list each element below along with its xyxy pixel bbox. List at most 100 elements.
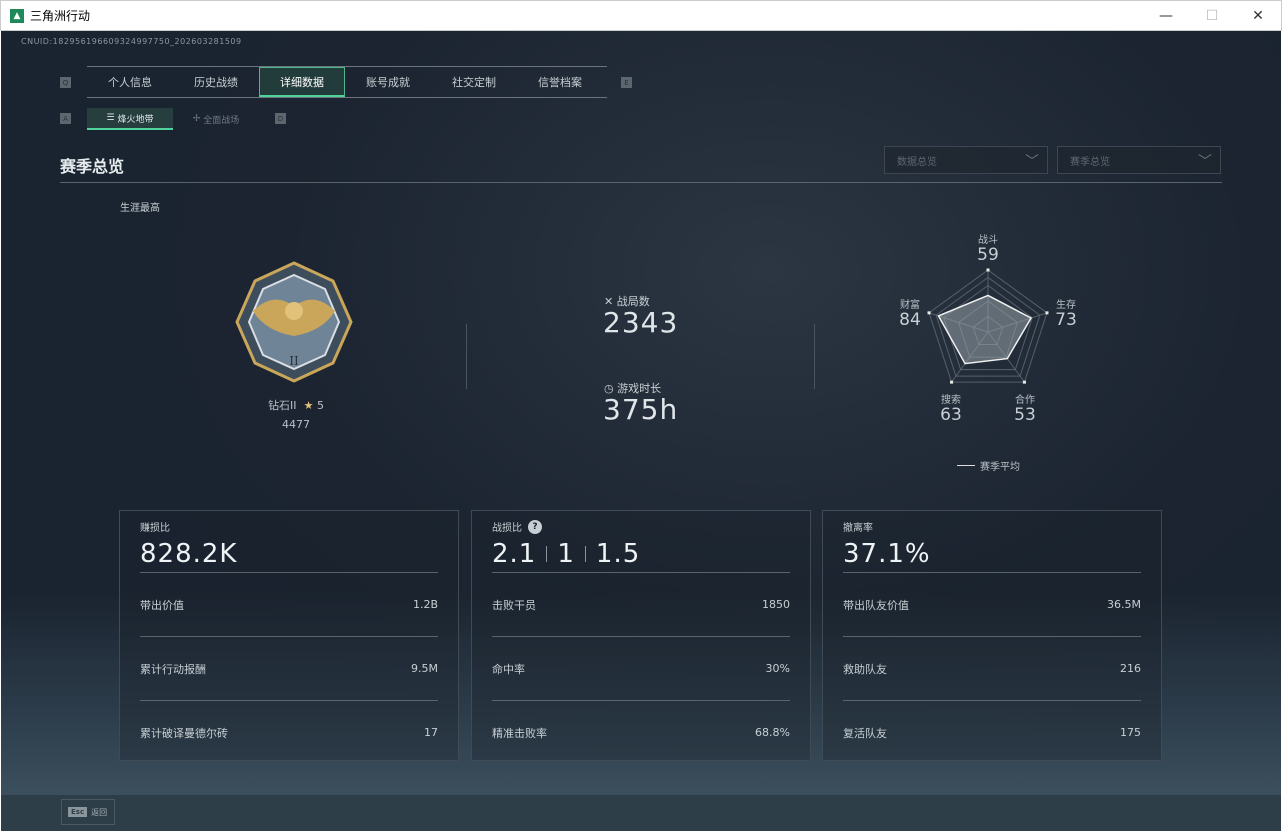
game-view: CNUID:182956196609324997750_202603281509… xyxy=(1,31,1281,831)
app-logo-icon: ▲ xyxy=(10,8,24,23)
divider xyxy=(60,182,1222,183)
card-big-value: 2.1 xyxy=(492,539,537,569)
tab-personal-info[interactable]: 个人信息 xyxy=(108,76,152,89)
row-value: 68.8% xyxy=(755,726,790,739)
radar-label-teamwork: 合作 xyxy=(1015,395,1035,406)
row-value: 36.5M xyxy=(1107,598,1141,611)
radar-grid-ring xyxy=(928,269,1048,383)
matches-value: 2343 xyxy=(603,306,679,339)
radar-legend: 赛季平均 xyxy=(957,458,1020,473)
stat-row: 精准击败率 68.8% xyxy=(492,700,790,764)
radar-vertex-marker xyxy=(927,311,931,315)
star-icon: ★ xyxy=(303,399,314,412)
back-label: 返回 xyxy=(91,807,108,817)
legend-label: 赛季平均 xyxy=(980,462,1020,473)
row-value: 175 xyxy=(1120,726,1141,739)
card-big-value: 37.1% xyxy=(843,539,931,569)
key-hint-a[interactable]: A xyxy=(60,113,71,124)
season-dropdown[interactable]: 赛季总览 ﹀ xyxy=(1057,146,1221,174)
row-label: 累计行动报酬 xyxy=(140,662,206,676)
card-kd-ratio: 战损比? 2.1 1 1.5 击败干员 1850 命中率 30% 精准击败率 68.8% xyxy=(471,510,811,761)
stat-row: 救助队友 216 xyxy=(843,636,1141,700)
crossed-swords-icon: ✕ xyxy=(604,295,617,308)
radar-vertex-marker xyxy=(950,380,954,384)
radar-label-survival: 生存 xyxy=(1056,300,1076,311)
subtab-hazard-ops[interactable]: ☰ 烽火地带 xyxy=(87,108,173,130)
row-value: 17 xyxy=(424,726,438,739)
label-text: 战局数 xyxy=(616,295,650,308)
radar-grid-ring xyxy=(935,276,1041,377)
footer-bar: Esc 返回 xyxy=(1,794,1281,831)
row-value: 30% xyxy=(765,662,790,675)
key-hint-q[interactable]: Q xyxy=(60,77,71,88)
svg-text:II: II xyxy=(289,354,299,368)
radar-vertex-marker xyxy=(1022,380,1026,384)
tab-achievements[interactable]: 账号成就 xyxy=(366,76,410,89)
radar-value-wealth: 84 xyxy=(899,310,921,330)
main-tabs: 个人信息 历史战绩 详细数据 账号成就 社交定制 信誉档案 xyxy=(87,66,607,98)
radar-value-search: 63 xyxy=(940,405,962,425)
esc-key-icon: Esc xyxy=(68,807,88,817)
card-profit-ratio: 赚损比 828.2K 带出价值 1.2B 累计行动报酬 9.5M 累计破译曼德尔砖 1… xyxy=(119,510,459,761)
title-bar: ▲ 三角洲行动 — ☐ ✕ xyxy=(0,0,1282,31)
key-hint-d[interactable]: D xyxy=(275,113,286,124)
row-value: 1.2B xyxy=(412,598,438,611)
card-big-value: 1.5 xyxy=(595,539,641,569)
rank-name: 钻石II xyxy=(268,399,297,412)
radar-value-combat: 59 xyxy=(977,245,999,265)
dropdown-value: 数据总览 xyxy=(897,156,937,168)
radar-vertex-marker xyxy=(986,268,990,272)
rank-score: 4477 xyxy=(282,418,310,431)
card-title: 战损比 xyxy=(492,523,522,534)
rank-stars: 5 xyxy=(316,399,324,412)
row-value: 216 xyxy=(1120,662,1141,675)
subtab-warfare[interactable]: ✢ 全面战场 xyxy=(173,108,259,130)
stat-row: 带出队友价值 36.5M xyxy=(843,572,1141,636)
card-title: 赚损比 xyxy=(140,523,170,534)
card-big-value: 1 xyxy=(557,539,575,569)
card-big-value: 828.2K xyxy=(140,539,238,569)
row-label: 救助队友 xyxy=(843,662,887,676)
stat-row: 累计破译曼德尔砖 17 xyxy=(140,700,438,764)
radar-value-polygon xyxy=(937,294,1033,365)
playtime-label: ◷ 游戏时长 xyxy=(604,380,661,396)
divider xyxy=(814,324,815,389)
radar-label-search: 搜索 xyxy=(941,395,961,406)
radar-label-wealth: 财富 xyxy=(900,300,920,311)
row-label: 带出队友价值 xyxy=(843,598,909,612)
help-icon[interactable]: ? xyxy=(528,519,542,534)
row-value: 9.5M xyxy=(411,662,438,675)
zone-icon: ☰ xyxy=(106,113,118,123)
card-title: 撤离率 xyxy=(843,523,873,534)
close-button[interactable]: ✕ xyxy=(1252,8,1264,24)
radar-value-teamwork: 53 xyxy=(1014,405,1036,425)
career-label: 生涯最高 xyxy=(120,203,160,214)
divider xyxy=(466,324,467,389)
playtime-value: 375h xyxy=(603,393,679,426)
tab-reputation[interactable]: 信誉档案 xyxy=(538,76,582,89)
radar-label-combat: 战斗 xyxy=(978,235,998,246)
section-title: 赛季总览 xyxy=(60,157,125,176)
warfare-icon: ✢ xyxy=(192,114,204,124)
stat-row: 复活队友 175 xyxy=(843,700,1141,764)
minimize-button[interactable]: — xyxy=(1159,8,1173,24)
row-value: 1850 xyxy=(762,598,790,611)
label-text: 游戏时长 xyxy=(617,382,662,395)
matches-label: ✕ 战局数 xyxy=(604,293,650,309)
tab-history[interactable]: 历史战绩 xyxy=(194,76,238,89)
maximize-button[interactable]: ☐ xyxy=(1205,8,1219,24)
radar-vertex-marker xyxy=(1045,311,1049,315)
uid-text: CNUID:182956196609324997750_202603281509 xyxy=(21,37,242,46)
card-extraction-rate: 撤离率 37.1% 带出队友价值 36.5M 救助队友 216 复活队友 175 xyxy=(822,510,1162,761)
row-label: 精准击败率 xyxy=(492,726,547,740)
stat-row: 累计行动报酬 9.5M xyxy=(140,636,438,700)
row-label: 命中率 xyxy=(492,662,525,676)
dropdown-value: 赛季总览 xyxy=(1070,156,1110,168)
data-dropdown[interactable]: 数据总览 ﹀ xyxy=(884,146,1048,174)
row-label: 带出价值 xyxy=(140,598,184,612)
back-button[interactable]: Esc 返回 xyxy=(61,799,115,825)
tab-social[interactable]: 社交定制 xyxy=(452,76,496,89)
key-hint-e[interactable]: E xyxy=(621,77,632,88)
rank-medal-icon: II xyxy=(235,261,353,383)
tab-detailed-data[interactable]: 详细数据 xyxy=(259,67,345,97)
